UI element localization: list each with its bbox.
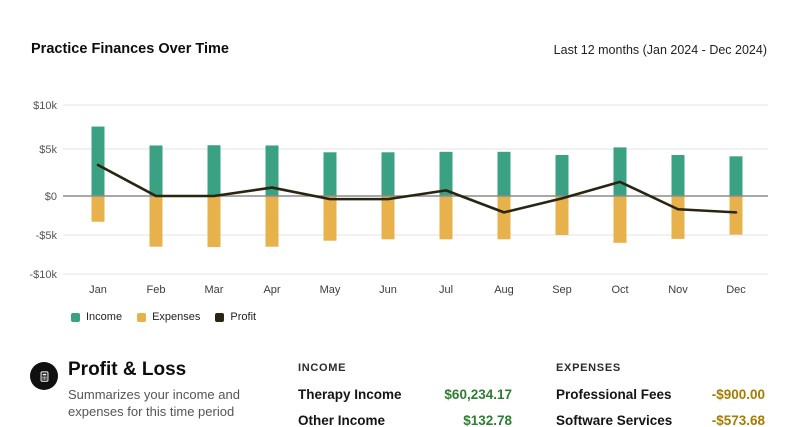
- expense-row-label: Professional Fees: [556, 387, 672, 402]
- x-axis-label: May: [320, 284, 341, 296]
- income-bar: [439, 151, 453, 196]
- y-axis-label: $0: [45, 191, 57, 203]
- x-axis-label: Aug: [494, 284, 514, 296]
- chart-legend: Income Expenses Profit: [71, 311, 256, 323]
- x-axis-label: Mar: [205, 284, 224, 296]
- summary-title: Profit & Loss: [68, 359, 187, 380]
- x-axis-label: Jun: [379, 284, 397, 296]
- expense-bar: [149, 196, 163, 247]
- income-bar: [555, 155, 569, 196]
- expense-bar: [381, 196, 395, 240]
- income-summary-column: INCOME Therapy Income $60,234.17 Other I…: [298, 362, 512, 427]
- y-axis-label: $10k: [33, 100, 57, 112]
- expense-row-professional-fees: Professional Fees -$900.00: [556, 387, 765, 402]
- legend-label: Expenses: [152, 311, 201, 323]
- expense-bar: [555, 196, 569, 235]
- calculator-icon: [30, 362, 58, 390]
- x-axis-label: Sep: [552, 284, 572, 296]
- x-axis-label: Dec: [726, 284, 746, 296]
- income-swatch-icon: [71, 312, 80, 322]
- expense-bar: [729, 196, 743, 235]
- legend-item-income[interactable]: Income: [71, 311, 122, 323]
- income-bar: [381, 152, 395, 196]
- expense-bar: [497, 196, 511, 240]
- expense-bar: [323, 196, 337, 241]
- income-row-label: Other Income: [298, 413, 386, 427]
- expense-row-label: Software Services: [556, 413, 673, 427]
- expense-bar: [265, 196, 279, 247]
- expenses-column-header: EXPENSES: [556, 362, 621, 374]
- income-bar: [323, 152, 337, 196]
- income-row-other: Other Income $132.78: [298, 413, 512, 427]
- x-axis-label: Jul: [439, 284, 453, 296]
- x-axis-label: Feb: [147, 284, 166, 296]
- income-row-therapy: Therapy Income $60,234.17: [298, 387, 512, 402]
- date-range-label: Last 12 months (Jan 2024 - Dec 2024): [553, 43, 767, 57]
- summary-description: Summarizes your income and expenses for …: [68, 387, 240, 419]
- expense-bar: [91, 196, 105, 222]
- x-axis-label: Nov: [668, 284, 688, 296]
- expense-row-value: -$900.00: [711, 387, 765, 402]
- income-column-header: INCOME: [298, 362, 347, 374]
- profit-line: [96, 163, 738, 214]
- expenses-swatch-icon: [137, 312, 147, 322]
- expense-row-value: -$573.68: [711, 413, 765, 427]
- expense-bar: [439, 196, 453, 240]
- page-title: Practice Finances Over Time: [31, 41, 230, 57]
- finance-chart: $10k $5k $0 -$5k -$10k Jan Feb Mar Apr May Jun Jul A…: [29, 100, 768, 296]
- income-bar: [729, 156, 743, 196]
- income-bar: [613, 147, 627, 196]
- income-bar: [149, 145, 163, 196]
- legend-item-profit[interactable]: Profit: [215, 311, 256, 323]
- x-axis-label: Jan: [89, 284, 107, 296]
- x-axis-label: Apr: [263, 284, 280, 296]
- profit-swatch-icon: [215, 312, 225, 322]
- income-bar: [91, 126, 105, 196]
- expenses-summary-column: EXPENSES Professional Fees -$900.00 Soft…: [556, 362, 765, 427]
- expense-row-software-services: Software Services -$573.68: [556, 413, 765, 427]
- x-axis-label: Oct: [611, 284, 628, 296]
- income-bar: [497, 151, 511, 196]
- income-bar: [265, 145, 279, 196]
- expense-bar: [613, 196, 627, 243]
- legend-label: Income: [86, 311, 123, 323]
- y-axis-label: -$10k: [29, 269, 57, 281]
- legend-label: Profit: [230, 311, 257, 323]
- income-row-value: $132.78: [463, 413, 512, 427]
- income-bar: [671, 155, 685, 196]
- income-row-value: $60,234.17: [444, 387, 512, 402]
- legend-item-expenses[interactable]: Expenses: [137, 311, 200, 323]
- income-bar: [207, 145, 221, 196]
- y-axis-label: -$5k: [36, 230, 58, 242]
- expense-bar: [671, 196, 685, 239]
- expense-bar: [207, 196, 221, 248]
- income-row-label: Therapy Income: [298, 387, 402, 402]
- y-axis-label: $5k: [39, 144, 57, 156]
